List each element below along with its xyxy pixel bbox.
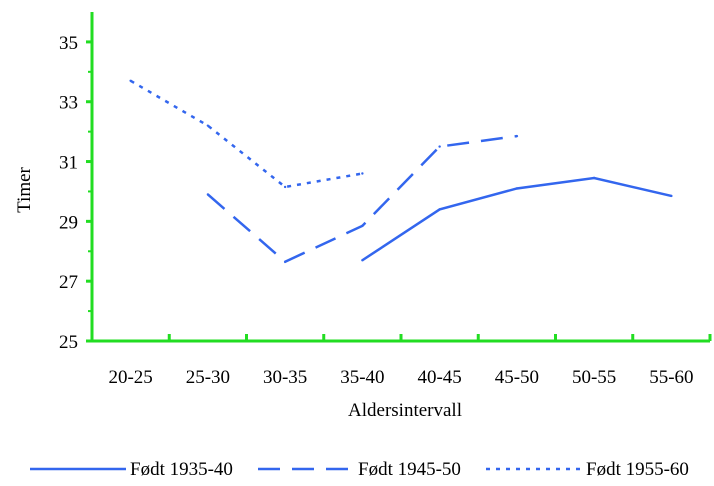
x-tick-label: 30-35 — [263, 367, 307, 388]
data-point — [670, 194, 673, 198]
data-point — [438, 208, 441, 211]
data-point — [206, 193, 210, 196]
data-point — [361, 259, 364, 262]
series-1 — [361, 176, 673, 262]
data-point — [361, 224, 364, 228]
series-2 — [206, 134, 519, 264]
x-tick-label: 20-25 — [108, 367, 152, 388]
series-line — [207, 134, 518, 264]
x-axis-title: Aldersintervall — [348, 400, 462, 421]
y-tick-label: 31 — [59, 153, 78, 174]
series-line — [361, 176, 672, 262]
y-tick-label: 29 — [59, 212, 78, 233]
y-tick-label: 33 — [59, 93, 78, 114]
x-tick-label: 45-50 — [495, 367, 539, 388]
x-tick-label: 50-55 — [572, 367, 616, 388]
legend-label: Født 1955-60 — [586, 459, 689, 480]
data-point — [438, 145, 441, 148]
series-layer — [129, 79, 673, 264]
legend-label: Født 1935-40 — [130, 459, 233, 480]
y-tick-label: 27 — [59, 272, 78, 293]
y-tick-label: 35 — [59, 33, 78, 54]
legend-label: Født 1945-50 — [358, 459, 461, 480]
data-point — [361, 172, 364, 175]
data-point — [592, 176, 596, 180]
data-point — [129, 79, 132, 82]
x-tick-label: 35-40 — [340, 367, 384, 388]
legend: Født 1935-40 Født 1945-50 Født 1955-60 — [30, 459, 689, 480]
x-tick-label: 55-60 — [649, 367, 693, 388]
series-3 — [129, 79, 364, 189]
data-point — [515, 134, 519, 138]
data-point — [283, 185, 287, 189]
axes: 25 27 29 31 33 35 20-25 25-30 30-35 35-40 40-45 45-… — [59, 12, 712, 388]
y-axis-title: Timer — [14, 166, 35, 212]
series-line — [129, 79, 363, 189]
data-point — [283, 260, 287, 263]
x-tick-label: 25-30 — [186, 367, 230, 388]
data-point — [206, 124, 210, 127]
y-tick-label: 25 — [59, 332, 78, 353]
x-tick-label: 40-45 — [417, 367, 461, 388]
data-point — [515, 187, 519, 190]
